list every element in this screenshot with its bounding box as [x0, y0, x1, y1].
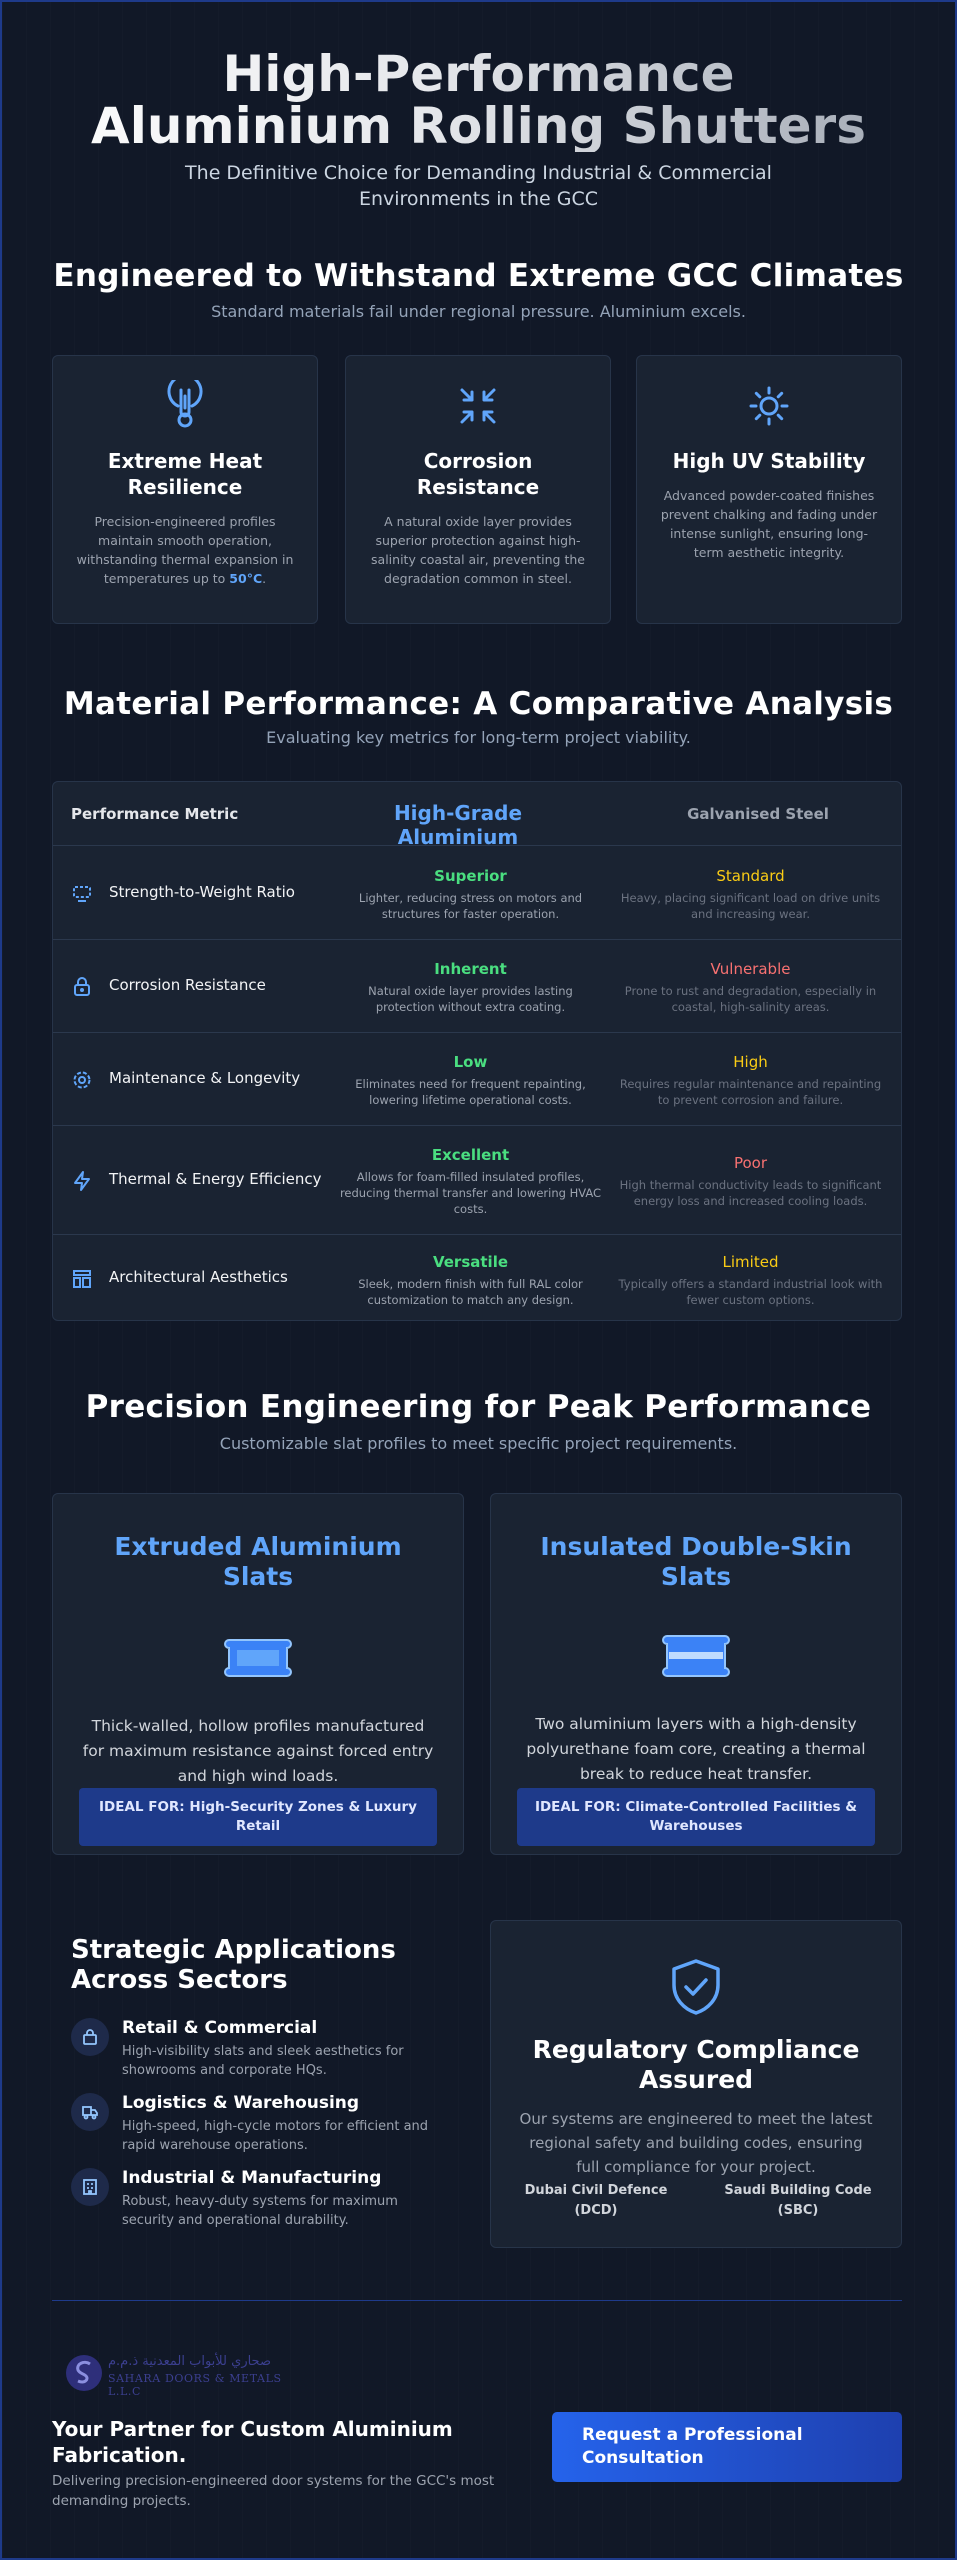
application-name: Industrial & Manufacturing — [122, 2168, 382, 2188]
application-name: Retail & Commercial — [122, 2018, 318, 2038]
application-name: Logistics & Warehousing — [122, 2093, 360, 2113]
steel-cell: Vulnerable Prone to rust and degradation… — [624, 960, 877, 1014]
shrink-arrows-icon — [460, 388, 496, 424]
precision-section-subtitle: Customizable slat profiles to meet speci… — [219, 1434, 738, 1453]
ideal-for-badge: IDEAL FOR: High-Security Zones & Luxury … — [79, 1788, 437, 1846]
partner-title: Your Partner for Custom Aluminium Fabric… — [52, 2417, 453, 2467]
insulated-slat-icon — [662, 1635, 730, 1677]
application-description: High-speed, high-cycle motors for effici… — [122, 2119, 429, 2153]
comparison-section-title: Material Performance: A Comparative Anal… — [63, 686, 894, 722]
weight-icon — [73, 886, 91, 902]
extruded-slat-icon — [224, 1639, 292, 1677]
temperature-highlight: 50°C — [229, 571, 263, 586]
feature-text: Precision-engineered profiles maintain s… — [76, 514, 294, 586]
ideal-for-badge: IDEAL FOR: Climate-Controlled Facilities… — [517, 1788, 875, 1846]
applications-title: Strategic Applications Across Sectors — [71, 1935, 396, 1995]
layout-icon — [73, 1270, 91, 1288]
compliance-title: Regulatory Compliance Assured — [532, 2035, 860, 2094]
feature-card-heat: Extreme Heat Resilience Precision-engine… — [52, 355, 318, 624]
metric-label: Maintenance & Longevity — [109, 1069, 301, 1087]
table-row: Maintenance & Longevity Low Eliminates n… — [53, 1033, 901, 1126]
slat-description: Two aluminium layers with a high-density… — [526, 1715, 866, 1783]
compliance-text: Our systems are engineered to meet the l… — [519, 2110, 873, 2176]
application-item-industrial: Industrial & Manufacturing Robust, heavy… — [71, 2168, 471, 2232]
slat-title: Extruded Aluminium Slats — [114, 1532, 402, 1591]
gear-icon — [73, 1071, 91, 1089]
table-row: Strength-to-Weight Ratio Superior Lighte… — [53, 847, 901, 940]
company-logo: صحاري للأبواب المعدنية ذ.م.م SAHARA DOOR… — [64, 2352, 294, 2398]
request-consultation-button[interactable]: Request a Professional Consultation — [552, 2412, 902, 2482]
header-metric: Performance Metric — [71, 805, 239, 823]
application-description: Robust, heavy-duty systems for maximum s… — [122, 2194, 398, 2228]
logo-english-text: SAHARA DOORS & METALS L.L.C — [108, 2372, 282, 2398]
aluminium-cell: Low Eliminates need for frequent repaint… — [355, 1053, 586, 1107]
factory-icon — [71, 2168, 109, 2206]
shield-check-icon — [672, 1959, 720, 2015]
application-description: High-visibility slats and sleek aestheti… — [122, 2044, 404, 2078]
steel-cell: Limited Typically offers a standard indu… — [618, 1253, 883, 1307]
application-item-logistics: Logistics & Warehousing High-speed, high… — [71, 2093, 471, 2157]
comparison-table: Performance Metric High-Grade Aluminium … — [52, 781, 902, 1321]
footer-divider — [52, 2300, 902, 2301]
climate-section-subtitle: Standard materials fail under regional p… — [211, 302, 746, 321]
slat-description: Thick-walled, hollow profiles manufactur… — [82, 1717, 434, 1785]
metric-label: Architectural Aesthetics — [109, 1268, 288, 1286]
aluminium-cell: Excellent Allows for foam-filled insulat… — [339, 1146, 602, 1216]
feature-text: Advanced powder-coated finishes prevent … — [660, 488, 878, 560]
sun-icon — [749, 386, 789, 426]
table-row: Corrosion Resistance Inherent Natural ox… — [53, 940, 901, 1033]
hero-title: High-Performance Aluminium Rolling Shutt… — [0, 48, 957, 152]
truck-icon — [71, 2093, 109, 2131]
shopping-bag-icon — [71, 2018, 109, 2056]
metric-label: Strength-to-Weight Ratio — [109, 883, 295, 901]
logo-arabic-text: صحاري للأبواب المعدنية ذ.م.م — [108, 2354, 271, 2369]
aluminium-cell: Superior Lighter, reducing stress on mot… — [358, 867, 583, 921]
compliance-card: Regulatory Compliance Assured Our system… — [490, 1920, 902, 2248]
steel-cell: Poor High thermal conductivity leads to … — [619, 1154, 882, 1208]
steel-cell: High Requires regular maintenance and re… — [619, 1053, 882, 1107]
precision-section-title: Precision Engineering for Peak Performan… — [85, 1389, 872, 1425]
hero-subtitle: The Definitive Choice for Demanding Indu… — [185, 162, 772, 210]
thermometer-icon — [167, 380, 203, 428]
feature-card-uv: High UV Stability Advanced powder-coated… — [636, 355, 902, 624]
partner-subtitle: Delivering precision-engineered door sys… — [52, 2473, 495, 2509]
comparison-section-subtitle: Evaluating key metrics for long-term pro… — [266, 728, 691, 747]
feature-title: High UV Stability — [672, 449, 866, 473]
table-row: Architectural Aesthetics Versatile Sleek… — [53, 1235, 901, 1320]
slat-card-insulated: Insulated Double-Skin Slats Two aluminiu… — [490, 1493, 902, 1855]
standard-dcd: Dubai Civil Defence (DCD) — [524, 2183, 668, 2218]
logo-mark-icon — [66, 2355, 102, 2391]
slat-card-extruded: Extruded Aluminium Slats Thick-walled, h… — [52, 1493, 464, 1855]
application-item-retail: Retail & Commercial High-visibility slat… — [71, 2018, 471, 2082]
standard-sbc: Saudi Building Code (SBC) — [724, 2183, 872, 2218]
lock-icon — [74, 977, 90, 996]
metric-label: Thermal & Energy Efficiency — [109, 1170, 322, 1188]
feature-text: A natural oxide layer provides superior … — [371, 514, 585, 586]
metric-label: Corrosion Resistance — [109, 976, 266, 994]
climate-section-title: Engineered to Withstand Extreme GCC Clim… — [53, 258, 904, 294]
slat-title: Insulated Double-Skin Slats — [540, 1532, 852, 1591]
header-steel: Galvanised Steel — [687, 805, 829, 823]
steel-cell: Standard Heavy, placing significant load… — [620, 867, 881, 921]
lightning-icon — [74, 1171, 90, 1191]
table-header: Performance Metric High-Grade Aluminium … — [53, 782, 901, 849]
feature-title: Extreme Heat Resilience — [107, 449, 263, 499]
feature-card-corrosion: Corrosion Resistance A natural oxide lay… — [345, 355, 611, 624]
header-aluminium: High-Grade Aluminium — [393, 801, 523, 849]
aluminium-cell: Versatile Sleek, modern finish with full… — [358, 1253, 583, 1307]
table-row: Thermal & Energy Efficiency Excellent Al… — [53, 1126, 901, 1235]
aluminium-cell: Inherent Natural oxide layer provides la… — [368, 960, 573, 1014]
feature-title: Corrosion Resistance — [416, 449, 540, 499]
